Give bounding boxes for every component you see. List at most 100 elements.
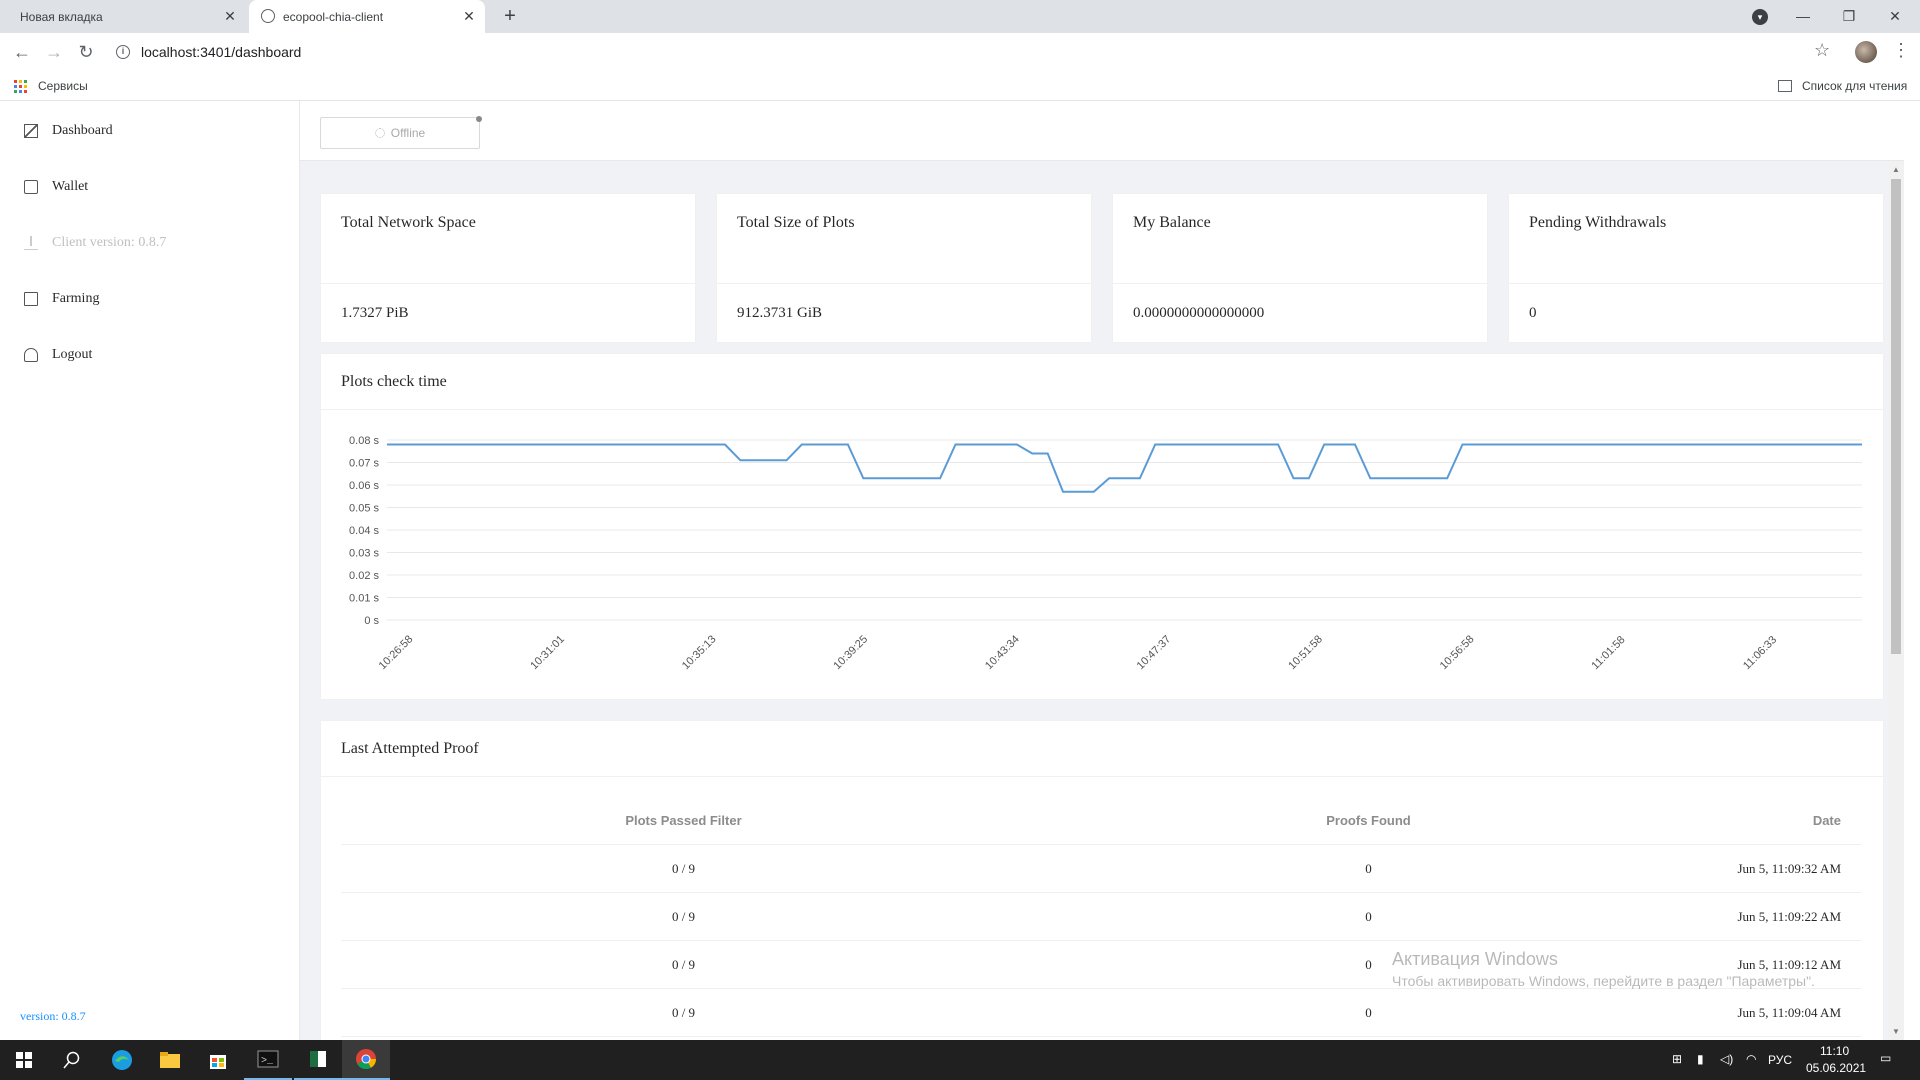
plots-check-time-chart: 0 s 0.01 s 0.02 s 0.03 s 0.04 s 0.05 s 0.06 s 0… bbox=[349, 435, 1862, 672]
tray-wifi-icon[interactable]: ◠ bbox=[1746, 1052, 1757, 1066]
column-header[interactable]: Proofs Found bbox=[1326, 813, 1411, 828]
y-tick-label: 0.08 s bbox=[349, 435, 379, 447]
edge-glyph bbox=[112, 1050, 132, 1070]
table-row: 0 / 9 0 Jun 5, 11:09:12 AM bbox=[341, 941, 1861, 989]
table-header: Plots Passed Filter Proofs Found Date bbox=[341, 797, 1861, 845]
close-tab-icon[interactable]: ✕ bbox=[463, 8, 475, 24]
stat-value: 1.7327 PiB bbox=[341, 304, 409, 321]
sidebar-item-farming[interactable]: Farming bbox=[24, 287, 99, 311]
search-icon[interactable] bbox=[48, 1040, 96, 1080]
table-cell: 0 bbox=[1365, 1004, 1372, 1020]
x-tick-label: 11:06:33 bbox=[1741, 634, 1779, 672]
close-tab-icon[interactable]: ✕ bbox=[224, 8, 236, 24]
app-version: version: 0.8.7 bbox=[20, 1009, 86, 1023]
notifications-icon[interactable]: ▭ bbox=[1880, 1051, 1892, 1065]
table-cell: Jun 5, 11:09:22 AM bbox=[1737, 908, 1841, 924]
forward-arrow-icon[interactable]: → bbox=[45, 42, 63, 62]
stat-card-balance: My Balance 0.0000000000000000 bbox=[1112, 193, 1488, 343]
sheet-glyph bbox=[310, 1051, 326, 1067]
folder-glyph bbox=[160, 1052, 180, 1068]
chrome-taskbar-icon[interactable] bbox=[342, 1040, 390, 1080]
reading-list-link[interactable]: Список для чтения bbox=[1802, 79, 1908, 93]
close-window-button[interactable]: ✕ bbox=[1889, 8, 1901, 24]
terminal-icon[interactable]: >_ bbox=[244, 1040, 292, 1080]
sidebar-item-logout[interactable]: Logout bbox=[24, 343, 92, 367]
stat-title: Total Size of Plots bbox=[717, 194, 1091, 284]
sidebar-item-label: Farming bbox=[52, 291, 100, 306]
clock-time[interactable]: 11:10 bbox=[1820, 1044, 1850, 1058]
page-scrollbar[interactable]: ▲ ▼ bbox=[1888, 161, 1904, 1040]
tray-usb-icon[interactable]: ▮ bbox=[1697, 1052, 1704, 1066]
stat-title: Total Network Space bbox=[321, 194, 695, 284]
tab-label: ecopool-chia-client bbox=[283, 9, 384, 24]
address-bar[interactable]: localhost:3401/dashboard bbox=[141, 44, 302, 60]
back-arrow-icon[interactable]: ← bbox=[13, 42, 31, 62]
input-language[interactable]: РУС bbox=[1768, 1053, 1793, 1067]
x-tick-label: 10:56:58 bbox=[1438, 633, 1477, 672]
scroll-up-icon[interactable]: ▲ bbox=[1892, 165, 1900, 174]
stat-card-plots-size: Total Size of Plots 912.3731 GiB bbox=[716, 193, 1092, 343]
apps-grid-icon[interactable] bbox=[14, 80, 27, 93]
start-button[interactable] bbox=[0, 1040, 48, 1080]
reading-list-icon[interactable] bbox=[1778, 80, 1792, 92]
sidebar-item-wallet[interactable]: Wallet bbox=[24, 175, 88, 199]
stat-card-network-space: Total Network Space 1.7327 PiB bbox=[320, 193, 696, 343]
scrollbar-thumb[interactable] bbox=[1891, 179, 1901, 654]
table-row: 0 / 9 0 Jun 5, 11:09:04 AM bbox=[341, 989, 1861, 1037]
stat-title: Pending Withdrawals bbox=[1509, 194, 1883, 284]
connection-status-button[interactable]: Offline bbox=[320, 117, 480, 149]
browser-tab-active[interactable]: ecopool-chia-client ✕ bbox=[249, 0, 485, 33]
x-tick-label: 10:35:13 bbox=[680, 633, 719, 672]
tray-network-icon[interactable]: ⊞ bbox=[1672, 1052, 1683, 1066]
x-tick-label: 10:31:01 bbox=[528, 633, 567, 672]
reload-icon[interactable]: ↻ bbox=[78, 42, 94, 62]
windows-activation-watermark: Активация Windows Чтобы активировать Win… bbox=[1392, 949, 1815, 989]
sidebar: Dashboard Wallet Client version: 0.8.7 F… bbox=[0, 101, 300, 1040]
new-tab-button[interactable]: + bbox=[504, 5, 516, 27]
download-icon bbox=[24, 236, 38, 250]
profile-avatar[interactable] bbox=[1855, 41, 1877, 63]
bag-glyph bbox=[210, 1055, 226, 1069]
table-cell: 0 bbox=[1365, 908, 1372, 924]
status-label: Offline bbox=[390, 126, 426, 140]
minimize-button[interactable]: — bbox=[1796, 8, 1810, 24]
table-cell: 0 / 9 bbox=[671, 860, 696, 876]
loading-spinner-icon bbox=[374, 128, 385, 138]
sidebar-item-label: Client version: 0.8.7 bbox=[52, 235, 167, 250]
farming-icon bbox=[24, 292, 38, 306]
card-title: Plots check time bbox=[321, 354, 1883, 410]
column-header[interactable]: Date bbox=[1812, 813, 1841, 828]
browser-menu-icon[interactable]: ⋮ bbox=[1892, 40, 1910, 60]
restore-button[interactable]: ❐ bbox=[1842, 8, 1856, 24]
clock-date[interactable]: 05.06.2021 bbox=[1806, 1061, 1867, 1075]
edge-icon[interactable] bbox=[98, 1040, 146, 1080]
file-explorer-icon[interactable] bbox=[146, 1040, 194, 1080]
last-attempted-proof-card: Last Attempted Proof Plots Passed Filter… bbox=[320, 720, 1884, 1040]
card-title: Last Attempted Proof bbox=[321, 721, 1883, 777]
tray-volume-icon[interactable]: ◁) bbox=[1720, 1052, 1734, 1066]
apps-link[interactable]: Сервисы bbox=[38, 79, 88, 93]
x-tick-label: 10:43:34 bbox=[983, 633, 1022, 672]
browser-tab-strip: Новая вкладка ✕ ecopool-chia-client ✕ + … bbox=[0, 0, 1920, 33]
bookmark-star-icon[interactable]: ☆ bbox=[1814, 40, 1831, 60]
store-icon[interactable] bbox=[194, 1040, 242, 1080]
status-dot bbox=[476, 116, 482, 122]
stat-value: 912.3731 GiB bbox=[737, 304, 823, 321]
top-bar: Offline bbox=[300, 101, 1904, 161]
sidebar-item-dashboard[interactable]: Dashboard bbox=[24, 119, 113, 143]
stat-value: 0.0000000000000000 bbox=[1133, 304, 1265, 321]
column-header[interactable]: Plots Passed Filter bbox=[625, 813, 742, 828]
tab-search-icon[interactable]: ▾ bbox=[1752, 9, 1768, 25]
y-tick-label: 0.01 s bbox=[349, 593, 379, 605]
excel-icon[interactable] bbox=[294, 1040, 342, 1080]
y-tick-label: 0 s bbox=[364, 615, 379, 627]
table-cell: 0 bbox=[1365, 956, 1372, 972]
table-cell: Jun 5, 11:09:32 AM bbox=[1737, 860, 1841, 876]
sidebar-item-label: Dashboard bbox=[52, 123, 113, 138]
site-info-icon[interactable]: i bbox=[116, 45, 130, 59]
main-content: Offline Total Network Space 1.7327 PiB T… bbox=[300, 101, 1904, 1040]
series-line[interactable] bbox=[387, 443, 1862, 493]
browser-tab-new[interactable]: Новая вкладка ✕ bbox=[0, 0, 246, 33]
sidebar-item-label: Wallet bbox=[52, 179, 89, 194]
scroll-down-icon[interactable]: ▼ bbox=[1892, 1027, 1900, 1036]
